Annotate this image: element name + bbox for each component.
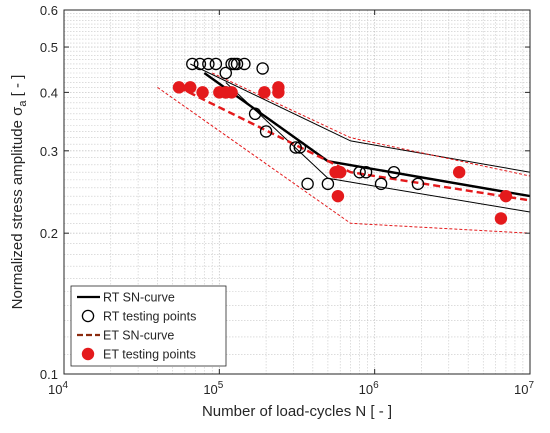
rt-test-point xyxy=(411,177,425,191)
legend-label: RT SN-curve xyxy=(103,291,175,305)
x-tick-label: 106 xyxy=(359,380,379,397)
rt-test-point xyxy=(293,141,307,154)
rt-test-point xyxy=(353,165,366,179)
et-test-point xyxy=(172,81,186,94)
rt-test-point xyxy=(359,165,373,179)
rt-test-point xyxy=(202,57,215,71)
y-tick-label: 0.5 xyxy=(40,40,58,55)
y-tick-label: 0.2 xyxy=(40,226,58,241)
y-axis-label-suffix: [ - ] xyxy=(9,75,26,101)
rt-test-point xyxy=(193,57,207,71)
y-tick-label: 0.3 xyxy=(40,144,58,159)
y-axis-label-main: Normalized stress amplitude σ xyxy=(9,106,26,309)
et-test-point xyxy=(452,166,466,179)
et-test-point xyxy=(499,189,513,203)
et-test-point xyxy=(258,86,271,99)
y-tick-label: 0.4 xyxy=(40,85,58,100)
rt-test-point xyxy=(230,57,244,71)
et-sn-curve-line xyxy=(178,86,531,202)
legend-swatch-open-circle xyxy=(81,309,95,323)
plot-frame xyxy=(63,9,531,375)
legend-swatch-filled-circle xyxy=(81,347,95,361)
x-tick-label: 107 xyxy=(514,380,534,397)
et-test-point xyxy=(196,86,209,99)
legend-label: ET testing points xyxy=(103,348,196,362)
series-layer xyxy=(157,57,531,234)
y-axis-label-subscript: a xyxy=(17,100,29,107)
legend-label: RT testing points xyxy=(103,310,196,324)
rt-test-point xyxy=(209,57,223,71)
et-test-point xyxy=(334,166,347,179)
confidence-band-line xyxy=(190,63,531,173)
rt-test-point xyxy=(321,177,335,191)
y-axis-label: Normalized stress amplitude σa [ - ] xyxy=(9,75,29,310)
rt-test-point xyxy=(259,125,273,138)
rt-test-point xyxy=(186,57,199,71)
x-axis-label: Number of load-cycles N [ - ] xyxy=(202,403,392,420)
et-test-point xyxy=(331,189,345,203)
rt-test-point xyxy=(256,62,269,75)
et-test-point xyxy=(272,86,285,99)
rt-test-point xyxy=(289,141,302,154)
x-tick-label: 104 xyxy=(48,380,68,397)
rt-test-point xyxy=(387,165,401,179)
y-tick-label: 0.6 xyxy=(40,3,58,18)
rt-test-point xyxy=(248,107,262,121)
confidence-band-line xyxy=(211,72,531,177)
x-tick-label: 105 xyxy=(203,380,223,397)
rt-test-point xyxy=(219,66,233,80)
et-test-point xyxy=(225,86,238,99)
legend-box xyxy=(70,285,227,367)
grid xyxy=(64,10,530,374)
et-test-point xyxy=(494,212,508,225)
legend-label: ET SN-curve xyxy=(103,329,174,343)
rt-test-point xyxy=(238,57,251,71)
tick-labels: 104 105 106 107 0.1 0.2 0.3 0.4 0.5 0.6 xyxy=(40,3,535,397)
legend: RT SN-curve RT testing points ET SN-curve E… xyxy=(70,285,227,367)
et-test-point xyxy=(184,81,197,94)
y-tick-label: 0.1 xyxy=(40,367,58,382)
rt-test-point xyxy=(374,177,388,191)
rt-test-point xyxy=(301,177,314,191)
confidence-band-line xyxy=(157,86,531,234)
